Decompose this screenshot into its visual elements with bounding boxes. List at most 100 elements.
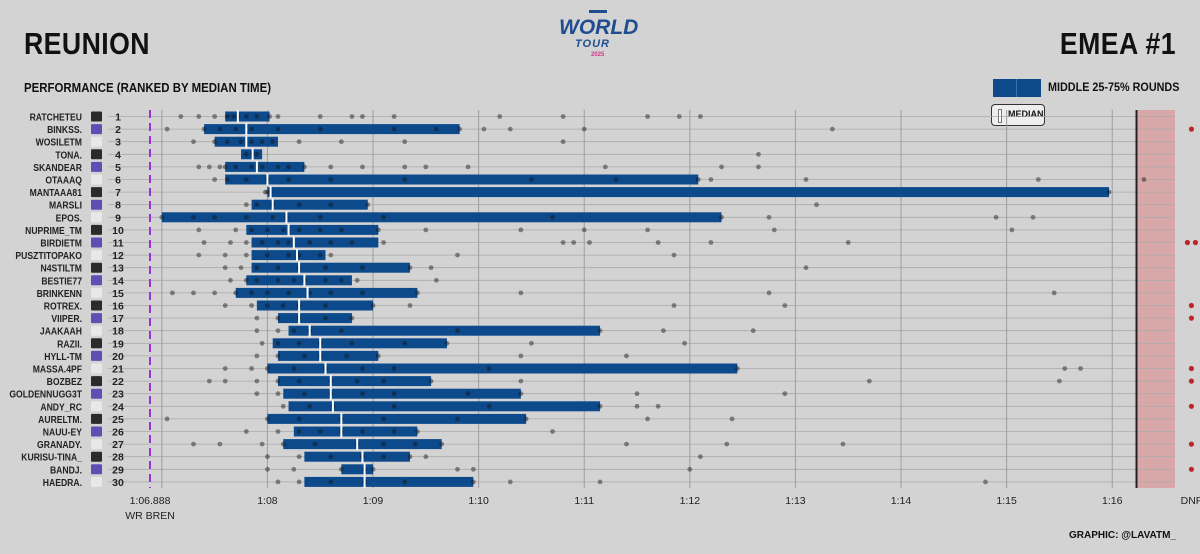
x-tick-label: 1:14 bbox=[891, 495, 912, 507]
round-point bbox=[375, 227, 381, 233]
round-point bbox=[676, 114, 682, 119]
dnf-point bbox=[1188, 126, 1195, 132]
round-point bbox=[262, 189, 268, 195]
round-point bbox=[275, 378, 281, 384]
round-point bbox=[265, 454, 270, 460]
round-point bbox=[560, 240, 566, 245]
player-rank: 9 bbox=[115, 212, 121, 224]
round-point bbox=[275, 391, 281, 397]
round-point bbox=[455, 252, 460, 258]
median-marker bbox=[303, 274, 306, 287]
round-point bbox=[439, 441, 445, 447]
round-point bbox=[349, 114, 355, 119]
round-point bbox=[254, 202, 260, 208]
round-point bbox=[507, 479, 513, 485]
round-point bbox=[323, 277, 328, 283]
round-point bbox=[729, 416, 735, 422]
round-point bbox=[196, 252, 202, 258]
round-point bbox=[280, 441, 286, 447]
round-point bbox=[217, 126, 223, 132]
player-avatar bbox=[91, 161, 102, 172]
round-point bbox=[328, 290, 334, 296]
round-point bbox=[191, 290, 196, 296]
player-avatar bbox=[91, 451, 102, 462]
x-tick-label: 1:15 bbox=[996, 495, 1017, 507]
round-point bbox=[697, 454, 703, 460]
player-avatar bbox=[91, 174, 102, 185]
round-point bbox=[571, 240, 577, 245]
x-tick-label: 1:13 bbox=[785, 495, 806, 507]
round-point bbox=[249, 139, 254, 145]
round-point bbox=[243, 240, 249, 245]
round-point bbox=[265, 290, 270, 296]
player-avatar bbox=[91, 401, 102, 412]
round-point bbox=[317, 214, 323, 220]
page-title: REUNION bbox=[24, 26, 150, 61]
round-point bbox=[212, 139, 218, 145]
round-point bbox=[1057, 378, 1062, 384]
round-point bbox=[734, 366, 740, 371]
player-name: RAZII. bbox=[57, 339, 82, 351]
player-avatar bbox=[91, 250, 102, 261]
round-point bbox=[360, 429, 365, 434]
player-avatar bbox=[91, 300, 102, 311]
round-point bbox=[265, 416, 270, 422]
round-point bbox=[243, 177, 249, 182]
round-point bbox=[803, 177, 809, 182]
round-point bbox=[233, 126, 239, 132]
player-avatar bbox=[91, 224, 102, 235]
round-point bbox=[275, 265, 281, 271]
player-name: BRINKENN bbox=[37, 288, 82, 300]
world-tour-logo: WORLD TOUR 2025 bbox=[553, 8, 643, 64]
round-point bbox=[196, 114, 202, 119]
round-point bbox=[164, 126, 170, 132]
round-point bbox=[312, 441, 318, 447]
median-marker bbox=[329, 387, 332, 400]
round-point bbox=[280, 227, 286, 233]
player-avatar bbox=[91, 464, 102, 475]
round-point bbox=[587, 240, 592, 245]
round-point bbox=[428, 378, 434, 384]
dnf-point bbox=[1188, 403, 1195, 409]
round-point bbox=[687, 466, 693, 472]
round-point bbox=[265, 303, 270, 308]
round-point bbox=[233, 227, 239, 233]
iqr-bar bbox=[277, 313, 352, 324]
round-point bbox=[671, 252, 677, 258]
round-point bbox=[455, 466, 460, 472]
player-avatar bbox=[91, 275, 102, 286]
round-point bbox=[338, 466, 344, 472]
player-name: BESTIE77 bbox=[41, 276, 82, 288]
iqr-bar bbox=[225, 174, 699, 185]
player-avatar bbox=[91, 476, 102, 487]
round-point bbox=[360, 114, 365, 119]
median-marker bbox=[298, 261, 301, 274]
round-point bbox=[381, 240, 386, 245]
player-name: OTAAAQ bbox=[45, 175, 82, 187]
round-point bbox=[201, 126, 207, 132]
median-marker bbox=[245, 123, 248, 136]
median-marker bbox=[245, 135, 248, 148]
dnf-point bbox=[1188, 378, 1195, 384]
round-point bbox=[217, 441, 223, 447]
player-avatar bbox=[91, 187, 102, 198]
round-point bbox=[1009, 227, 1015, 233]
player-avatar bbox=[91, 338, 102, 349]
iqr-bar bbox=[293, 426, 418, 437]
x-tick-label: 1:12 bbox=[680, 495, 701, 507]
round-point bbox=[613, 177, 619, 182]
player-rank: 18 bbox=[112, 326, 124, 338]
x-tick-label: 1:08 bbox=[257, 495, 278, 507]
player-rank: 27 bbox=[112, 439, 124, 451]
player-rank: 7 bbox=[115, 187, 121, 199]
round-point bbox=[354, 378, 360, 384]
median-marker bbox=[251, 148, 254, 161]
round-point bbox=[254, 391, 260, 397]
round-point bbox=[228, 277, 233, 283]
dnf-point bbox=[1188, 315, 1195, 321]
player-avatar bbox=[91, 262, 102, 273]
round-point bbox=[317, 227, 323, 233]
round-point bbox=[317, 114, 323, 119]
median-legend: MEDIAN bbox=[991, 104, 1045, 126]
player-name: AURELTM. bbox=[38, 414, 82, 426]
